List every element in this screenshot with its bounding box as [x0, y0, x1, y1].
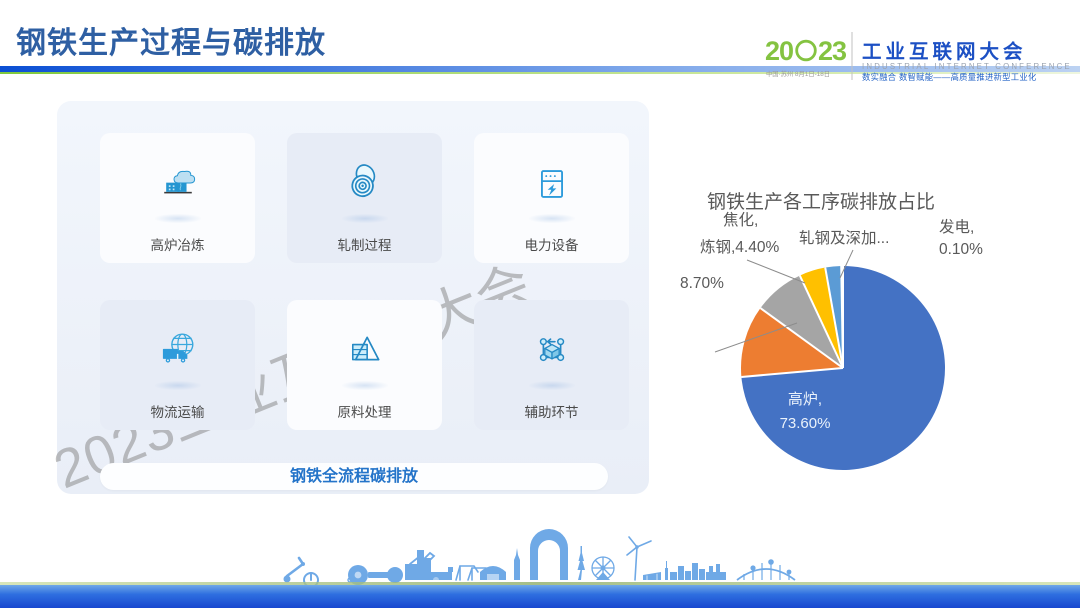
svg-text:73.60%: 73.60% [780, 415, 831, 432]
svg-text:0: 0 [779, 36, 794, 66]
svg-text:中国·苏州 8月1日-18日: 中国·苏州 8月1日-18日 [766, 69, 830, 78]
svg-text:2: 2 [818, 36, 833, 66]
svg-text:INDUSTRIAL INTERNET CONFERENCE: INDUSTRIAL INTERNET CONFERENCE [862, 62, 1072, 71]
svg-text:炼钢,4.40%: 炼钢,4.40% [700, 238, 779, 256]
svg-text:0.10%: 0.10% [939, 241, 983, 258]
svg-text:8.70%: 8.70% [680, 275, 724, 292]
svg-text:2: 2 [765, 36, 780, 66]
svg-text:高炉,: 高炉, [788, 391, 822, 408]
svg-text:数实融合 数智赋能——高质量推进新型工业化: 数实融合 数智赋能——高质量推进新型工业化 [862, 72, 1037, 82]
svg-text:轧钢及深加...: 轧钢及深加... [799, 229, 889, 247]
svg-text:发电,: 发电, [939, 218, 974, 236]
svg-text:3: 3 [832, 36, 847, 66]
svg-text:工业互联网大会: 工业互联网大会 [862, 40, 1027, 63]
